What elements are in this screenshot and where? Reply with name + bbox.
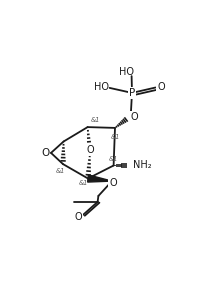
Text: O: O [109,178,117,188]
Text: NH₂: NH₂ [133,161,152,171]
Text: &1: &1 [108,156,118,162]
Text: &1: &1 [91,117,100,123]
Text: O: O [86,145,94,155]
Polygon shape [88,175,112,182]
Text: O: O [131,112,139,122]
Text: P: P [129,88,135,98]
Text: O: O [157,82,165,92]
Text: HO: HO [118,67,134,77]
Text: &1: &1 [111,134,120,140]
Text: &1: &1 [55,168,65,174]
Text: HO: HO [94,82,109,92]
Text: O: O [41,148,49,158]
Text: O: O [75,212,82,222]
Text: &1: &1 [78,180,88,186]
